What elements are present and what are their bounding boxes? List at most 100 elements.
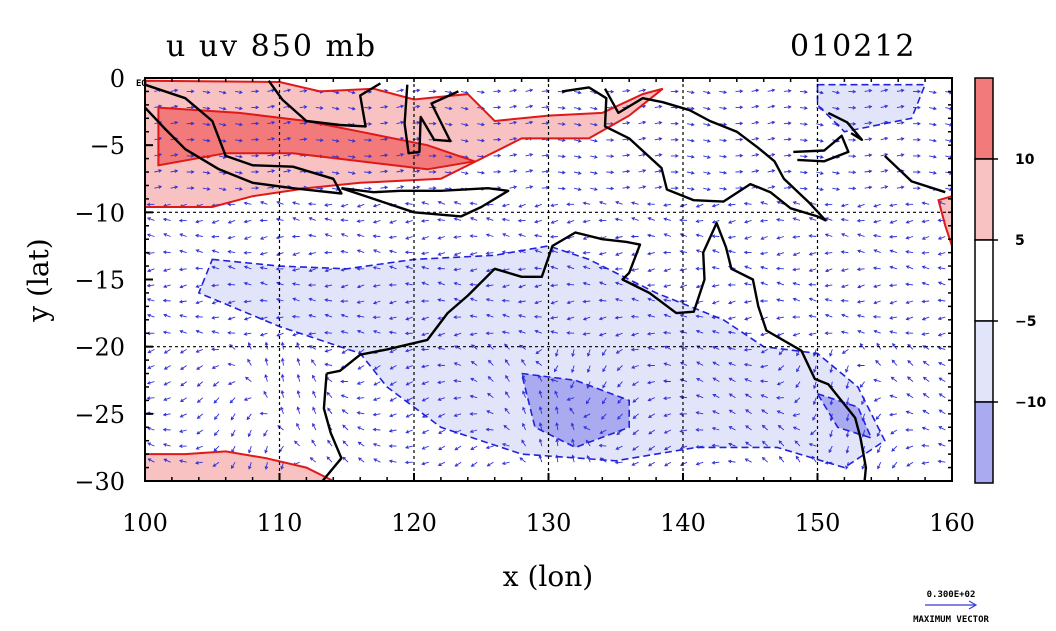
y-tick-label: −30	[74, 468, 125, 496]
wind-vector	[243, 299, 252, 304]
wind-vector	[590, 122, 598, 127]
wind-vector	[509, 169, 518, 173]
wind-vector	[566, 397, 575, 401]
wind-vector	[373, 381, 381, 386]
wind-vector	[686, 187, 695, 191]
coastline-borneo	[267, 80, 382, 128]
wind-vector	[880, 169, 889, 173]
wind-vector	[929, 90, 937, 95]
wind-vector	[437, 252, 446, 256]
wind-vector	[663, 413, 672, 417]
wind-vector	[615, 349, 623, 354]
wind-vector	[840, 203, 849, 208]
wind-vector	[521, 439, 526, 447]
wind-vector	[840, 268, 849, 272]
wind-vector	[324, 284, 333, 288]
wind-vector	[703, 90, 711, 95]
wind-vector	[331, 106, 340, 111]
wind-vector	[364, 170, 373, 175]
wind-vector	[493, 89, 502, 94]
wind-vector	[631, 297, 639, 302]
wind-vector	[571, 438, 575, 447]
wind-vector	[389, 219, 397, 224]
wind-vector	[267, 137, 276, 141]
wind-vector	[646, 363, 655, 368]
wind-vector	[292, 217, 300, 221]
wind-vector	[795, 381, 801, 389]
wind-vector	[356, 314, 365, 319]
wind-vector	[719, 170, 728, 175]
wind-vector	[622, 121, 631, 125]
wind-vector	[180, 397, 187, 403]
wind-vector	[743, 282, 752, 286]
wind-vector	[502, 233, 510, 237]
wind-vector	[808, 282, 817, 287]
contour-lines	[144, 79, 953, 482]
wind-vector	[504, 407, 510, 415]
wind-vector	[211, 265, 220, 270]
wind-vector	[856, 314, 865, 318]
wind-vector	[453, 379, 462, 383]
wind-vector	[664, 461, 672, 467]
wind-vector	[845, 381, 850, 390]
wind-vector	[760, 281, 768, 286]
wind-vector	[585, 397, 591, 405]
y-tick-suffix: EQ	[136, 79, 147, 89]
wind-vector	[324, 313, 333, 318]
wind-vector	[824, 217, 833, 221]
wind-vector	[888, 412, 897, 417]
wind-vector	[711, 300, 720, 305]
wind-vector	[864, 137, 873, 141]
wind-vector	[388, 235, 397, 240]
wind-vector	[356, 284, 365, 289]
wind-vector	[859, 343, 865, 350]
wind-vector	[808, 268, 817, 272]
wind-vector	[533, 314, 542, 319]
wind-vector	[735, 89, 744, 94]
wind-vector	[296, 389, 301, 398]
wind-vector	[761, 440, 769, 447]
wind-vector	[264, 445, 268, 454]
wind-vector	[243, 265, 252, 270]
wind-vector	[776, 200, 785, 205]
wind-vector	[292, 252, 300, 256]
wind-vector	[259, 251, 268, 256]
wind-vector	[324, 362, 333, 367]
wind-vector	[808, 332, 817, 337]
wind-vector	[324, 298, 333, 302]
wind-vector	[405, 429, 413, 434]
wind-vector	[195, 445, 203, 450]
wind-vector	[622, 153, 631, 158]
wind-vector	[832, 106, 841, 111]
wind-vector	[760, 265, 768, 270]
wind-vector	[647, 217, 655, 221]
wind-vector	[525, 169, 534, 173]
wind-vector	[573, 171, 582, 175]
wind-vector	[808, 314, 817, 318]
wind-vector	[582, 219, 591, 224]
wind-vector	[538, 422, 543, 431]
wind-vector	[186, 154, 195, 158]
wind-vector	[421, 236, 429, 240]
wind-vector	[875, 413, 882, 421]
wind-vector	[816, 122, 824, 127]
wind-vector	[646, 283, 655, 288]
wind-vector	[235, 122, 243, 127]
wind-vector	[485, 268, 494, 273]
wind-vector	[638, 169, 647, 173]
wind-vector	[186, 105, 195, 110]
colorbar: 10 5 −5 −10	[974, 77, 1046, 484]
wind-vector	[550, 378, 559, 383]
wind-vector	[412, 153, 421, 157]
wind-vector	[162, 427, 171, 432]
wind-vector	[913, 154, 921, 158]
wind-vector	[922, 345, 930, 350]
wind-vector	[412, 104, 421, 109]
wind-vector	[460, 139, 469, 143]
wind-vector	[856, 233, 865, 237]
wind-vector	[486, 410, 494, 415]
wind-vector	[170, 88, 179, 93]
wind-vector	[751, 88, 760, 93]
wind-vector	[283, 136, 292, 141]
wind-vector	[453, 201, 462, 205]
